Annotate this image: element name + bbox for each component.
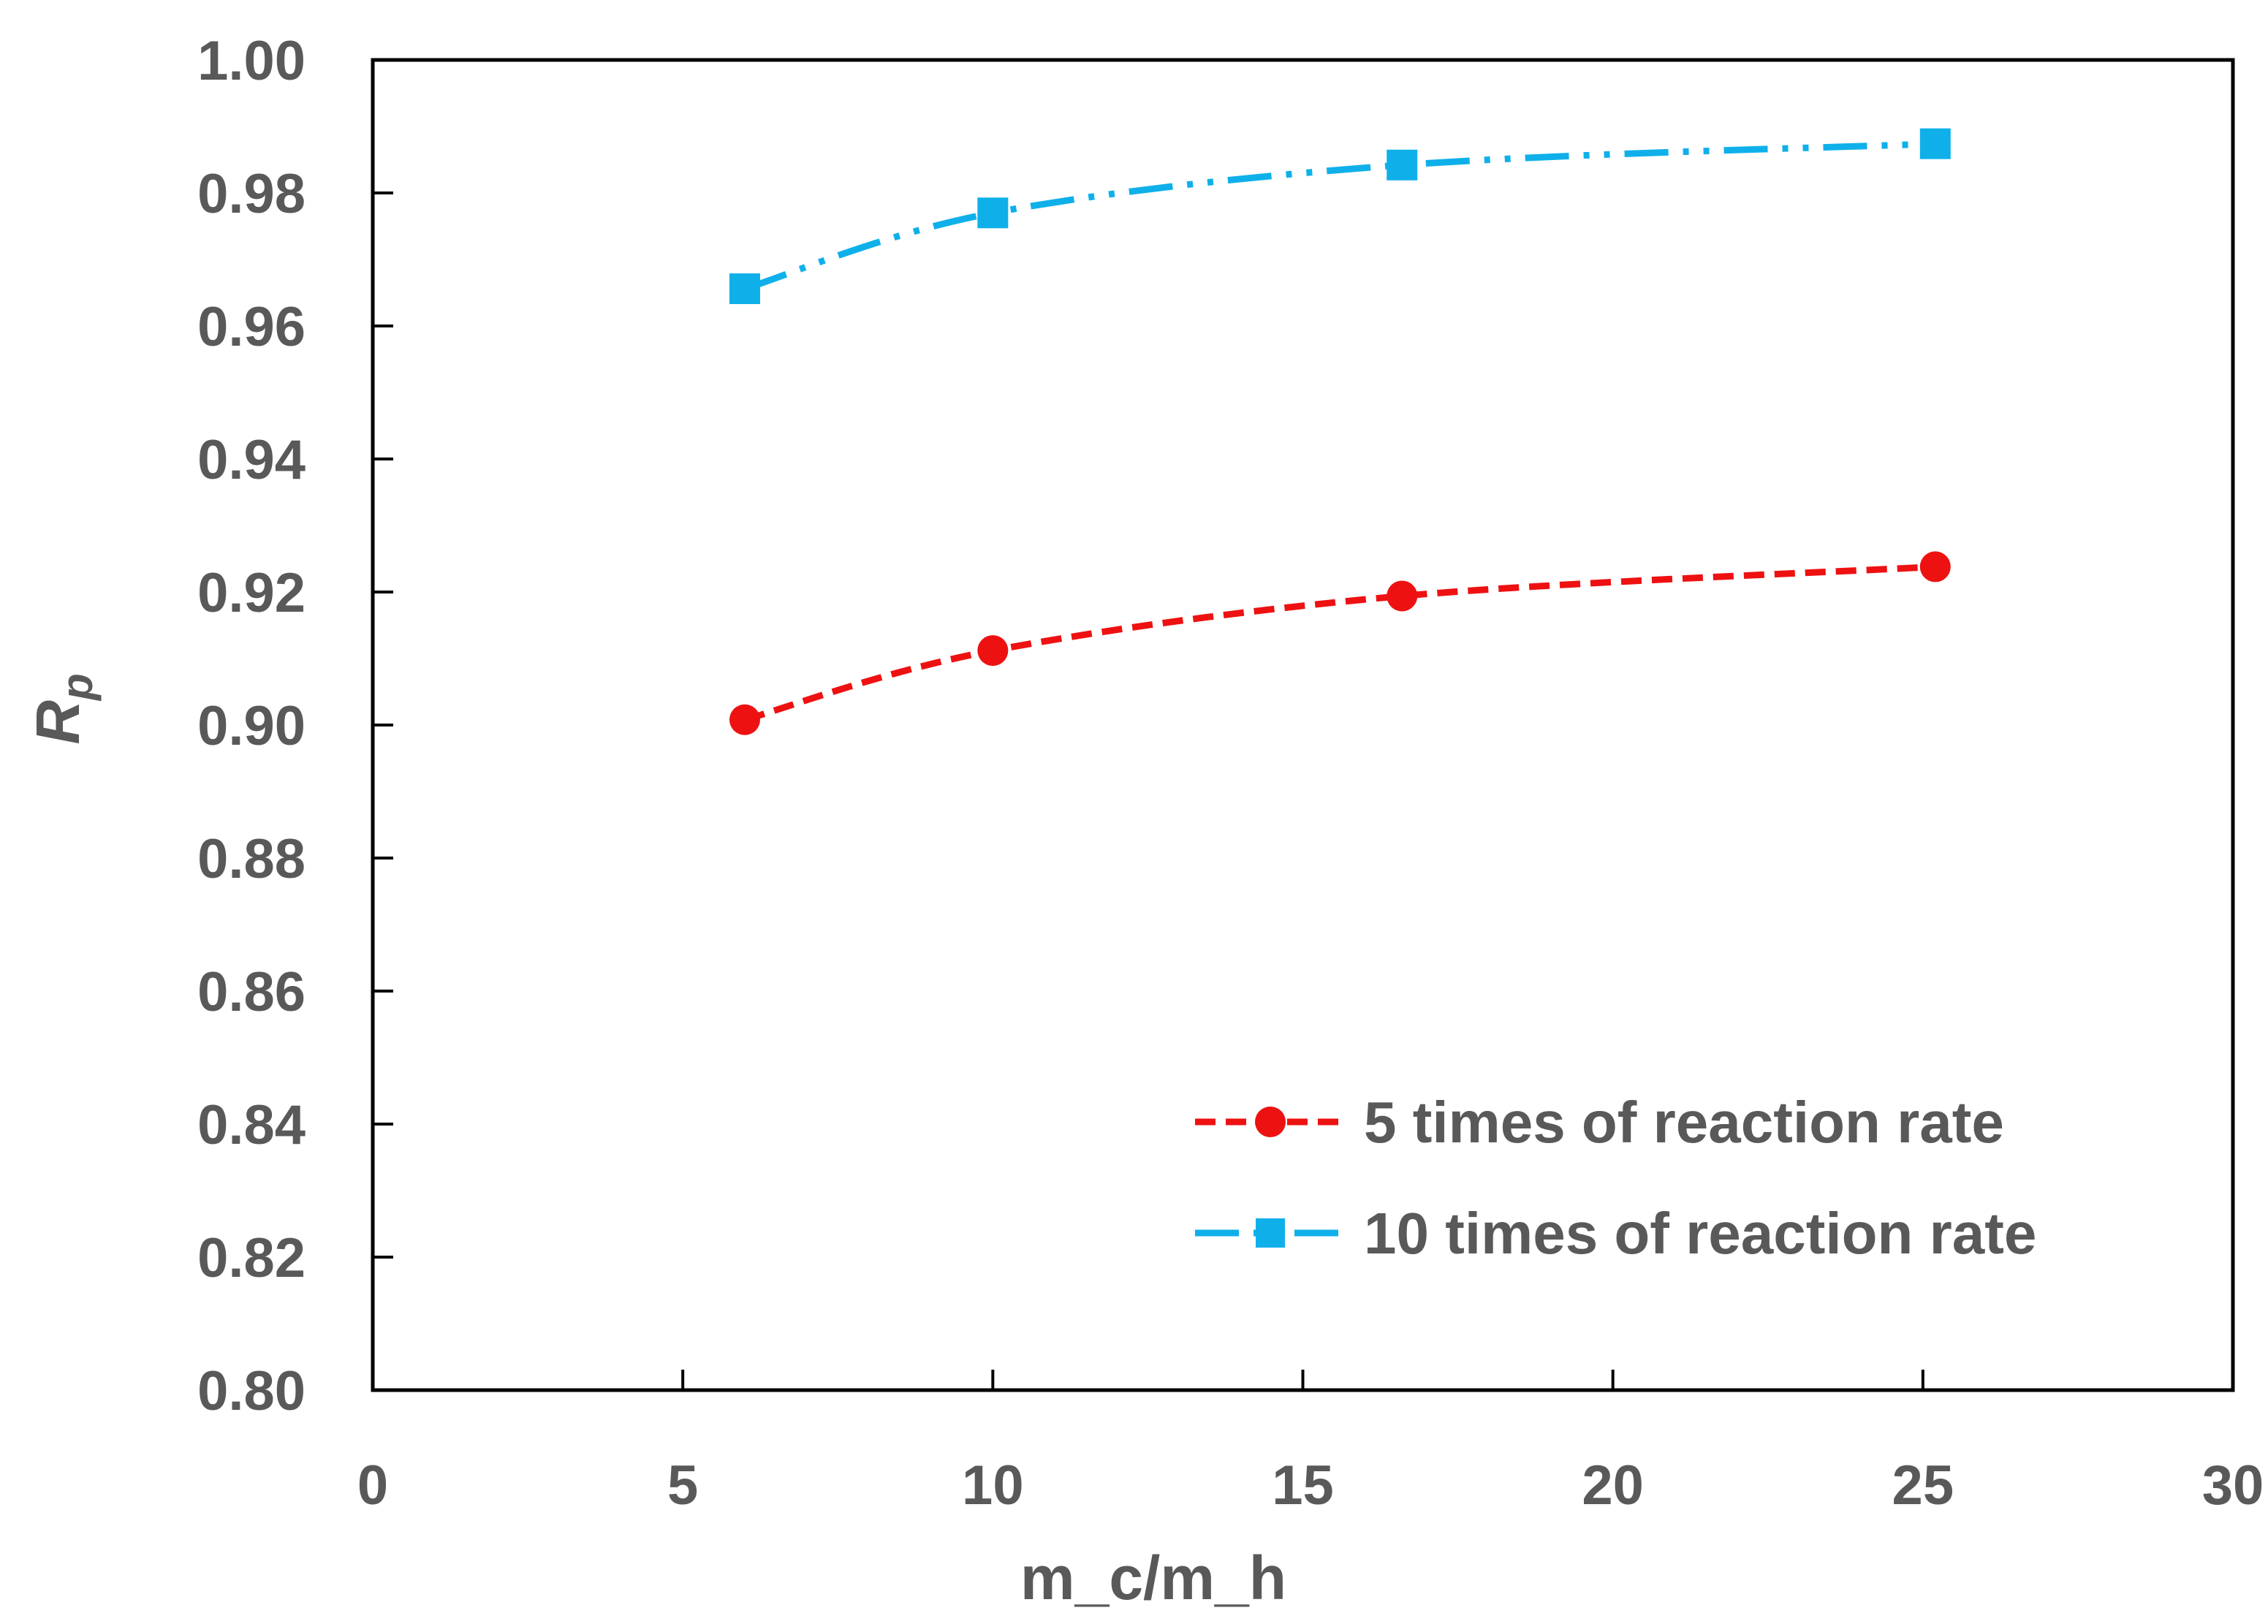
y-axis-title: Rp <box>23 673 102 744</box>
plot-area <box>371 58 2235 1392</box>
x-tick-label: 10 <box>962 1454 1024 1517</box>
legend: 5 times of reaction rate 10 times of rea… <box>1195 1090 2036 1266</box>
series-line-2 <box>743 140 1935 292</box>
y-tick-label: 0.86 <box>197 961 306 1023</box>
y-tick-label: 0.94 <box>197 429 306 491</box>
y-tick-label: 0.96 <box>197 296 306 358</box>
legend-marker-10-times <box>1256 1218 1285 1248</box>
x-tick-label: 5 <box>667 1454 698 1517</box>
series-2-point <box>1919 128 1951 159</box>
legend-item-5-times: 5 times of reaction rate <box>1195 1090 2004 1155</box>
series-line-1 <box>743 563 1936 724</box>
y-tick-label: 0.98 <box>197 163 306 225</box>
x-tick-label: 0 <box>357 1454 388 1517</box>
y-tick-label: 0.82 <box>197 1227 306 1289</box>
x-tick-label: 30 <box>2202 1454 2264 1517</box>
y-axis-title-main: R <box>23 700 92 745</box>
series-1-point <box>1919 551 1951 583</box>
y-tick-label: 0.88 <box>197 828 306 890</box>
y-tick-label: 0.92 <box>197 562 306 624</box>
series-1-point <box>977 635 1009 667</box>
legend-label-10-times: 10 times of reaction rate <box>1364 1201 2036 1266</box>
y-tick-label: 0.90 <box>197 695 306 757</box>
x-tick-label: 25 <box>1892 1454 1954 1517</box>
y-tick-label: 0.84 <box>197 1094 306 1156</box>
x-tick-label: 20 <box>1582 1454 1644 1517</box>
series-lines <box>743 140 1936 724</box>
y-tick-label: 1.00 <box>197 30 306 92</box>
x-axis-title: m_c/m_h <box>1020 1544 1286 1612</box>
series-1-point <box>729 704 760 735</box>
legend-item-10-times: 10 times of reaction rate <box>1195 1201 2036 1266</box>
series-markers <box>729 128 1951 735</box>
legend-label-5-times: 5 times of reaction rate <box>1364 1090 2004 1155</box>
series-1-point <box>1387 580 1418 612</box>
y-axis-title-subscript: p <box>53 673 102 702</box>
y-tick-label: 0.80 <box>197 1360 306 1422</box>
series-2-point <box>1387 149 1418 181</box>
series-2-point <box>977 197 1009 229</box>
x-axis-ticks: 0 5 10 15 20 25 30 <box>357 1370 2264 1517</box>
x-tick-label: 15 <box>1272 1454 1334 1517</box>
series-2-point <box>729 273 760 305</box>
y-axis-ticks: 0.80 0.82 0.84 0.86 0.88 0.90 0.92 0.94 0.96 0.98… <box>197 30 393 1422</box>
legend-marker-5-times <box>1255 1107 1286 1137</box>
